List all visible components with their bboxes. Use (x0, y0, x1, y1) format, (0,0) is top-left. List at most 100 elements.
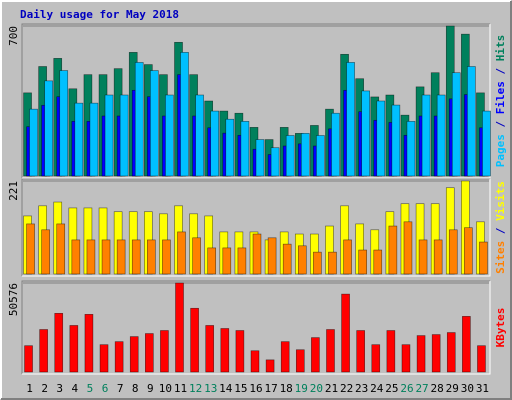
chart-title: Daily usage for May 2018 (20, 8, 179, 21)
x-tick-label: 21 (325, 382, 338, 395)
bar (69, 325, 79, 373)
bar (295, 349, 305, 373)
bar (192, 237, 201, 275)
bar (403, 221, 413, 275)
bar (26, 223, 35, 275)
bar (282, 243, 292, 275)
bar (343, 239, 352, 275)
x-tick-label: 28 (431, 382, 444, 395)
legend-entry: Files (494, 81, 507, 114)
legend-separator: / (494, 61, 507, 81)
bar (356, 330, 365, 373)
x-tick-label: 1 (26, 382, 33, 395)
bar (391, 104, 401, 177)
x-tick-label: 2 (41, 382, 48, 395)
bar (147, 239, 156, 275)
bar (376, 100, 386, 177)
x-tick-label: 5 (87, 382, 94, 395)
bar (316, 135, 325, 177)
x-tick-label: 9 (147, 382, 154, 395)
legend: Sites / Visits (494, 181, 507, 274)
bar (331, 112, 340, 177)
x-tick-label: 15 (234, 382, 247, 395)
bar (285, 135, 295, 177)
bar (265, 359, 275, 373)
x-tick-label: 6 (102, 382, 109, 395)
x-tick-label: 7 (117, 382, 124, 395)
x-tick-label: 10 (159, 382, 172, 395)
bar (386, 330, 396, 373)
panel-bevel (21, 178, 490, 276)
bar (328, 251, 337, 275)
legend-separator: / (494, 221, 507, 241)
bar (482, 110, 491, 177)
y-tick-label: 50576 (7, 283, 20, 316)
bar (418, 239, 428, 275)
x-tick-label: 12 (189, 382, 202, 395)
bar (41, 229, 50, 275)
bar (162, 239, 171, 275)
legend-entry: Visits (494, 181, 507, 221)
bar (431, 334, 441, 373)
bar (59, 70, 69, 177)
bar (326, 329, 335, 373)
x-tick-label: 30 (461, 382, 474, 395)
x-tick-label: 13 (204, 382, 217, 395)
x-tick-label: 22 (340, 382, 353, 395)
bar (255, 139, 265, 177)
x-tick-label: 14 (219, 382, 233, 395)
y-tick-label: 221 (7, 181, 20, 201)
legend: KBytes (494, 308, 507, 348)
bar (446, 332, 456, 373)
bar (479, 241, 488, 275)
bar (29, 108, 38, 177)
x-tick-label: 31 (476, 382, 489, 395)
x-tick-label: 17 (264, 382, 277, 395)
legend-entry: KBytes (494, 308, 507, 348)
bar (358, 249, 367, 275)
x-tick-label: 8 (132, 382, 139, 395)
bar (297, 245, 307, 275)
bar (145, 333, 154, 373)
bar (250, 350, 260, 373)
bar (165, 94, 174, 177)
bar (114, 341, 124, 373)
x-tick-label: 29 (446, 382, 459, 395)
x-tick-label: 3 (56, 382, 63, 395)
bar (311, 337, 320, 373)
bar (129, 336, 139, 373)
bar (371, 344, 381, 373)
legend-separator: / (494, 114, 507, 134)
x-tick-label: 27 (415, 382, 428, 395)
panel-bevel (22, 179, 491, 277)
bar (240, 121, 250, 177)
bar (89, 102, 99, 177)
bar (300, 133, 310, 177)
bar (235, 330, 245, 373)
bar (104, 94, 114, 177)
bar (225, 118, 235, 177)
x-tick-label: 26 (400, 382, 413, 395)
bar (436, 94, 446, 177)
bar (477, 345, 486, 373)
bar (44, 80, 53, 177)
bar (24, 345, 33, 373)
x-tick-label: 19 (295, 382, 308, 395)
bar (361, 90, 370, 177)
bar (195, 94, 204, 177)
bar (416, 335, 426, 373)
bar (71, 239, 81, 275)
bar (313, 251, 322, 275)
bar (190, 307, 199, 373)
x-tick-label: 25 (385, 382, 398, 395)
bar (406, 121, 416, 177)
bar (131, 239, 141, 275)
bar (134, 62, 144, 177)
bar (448, 229, 458, 275)
bar (388, 225, 398, 275)
x-tick-label: 23 (355, 382, 368, 395)
